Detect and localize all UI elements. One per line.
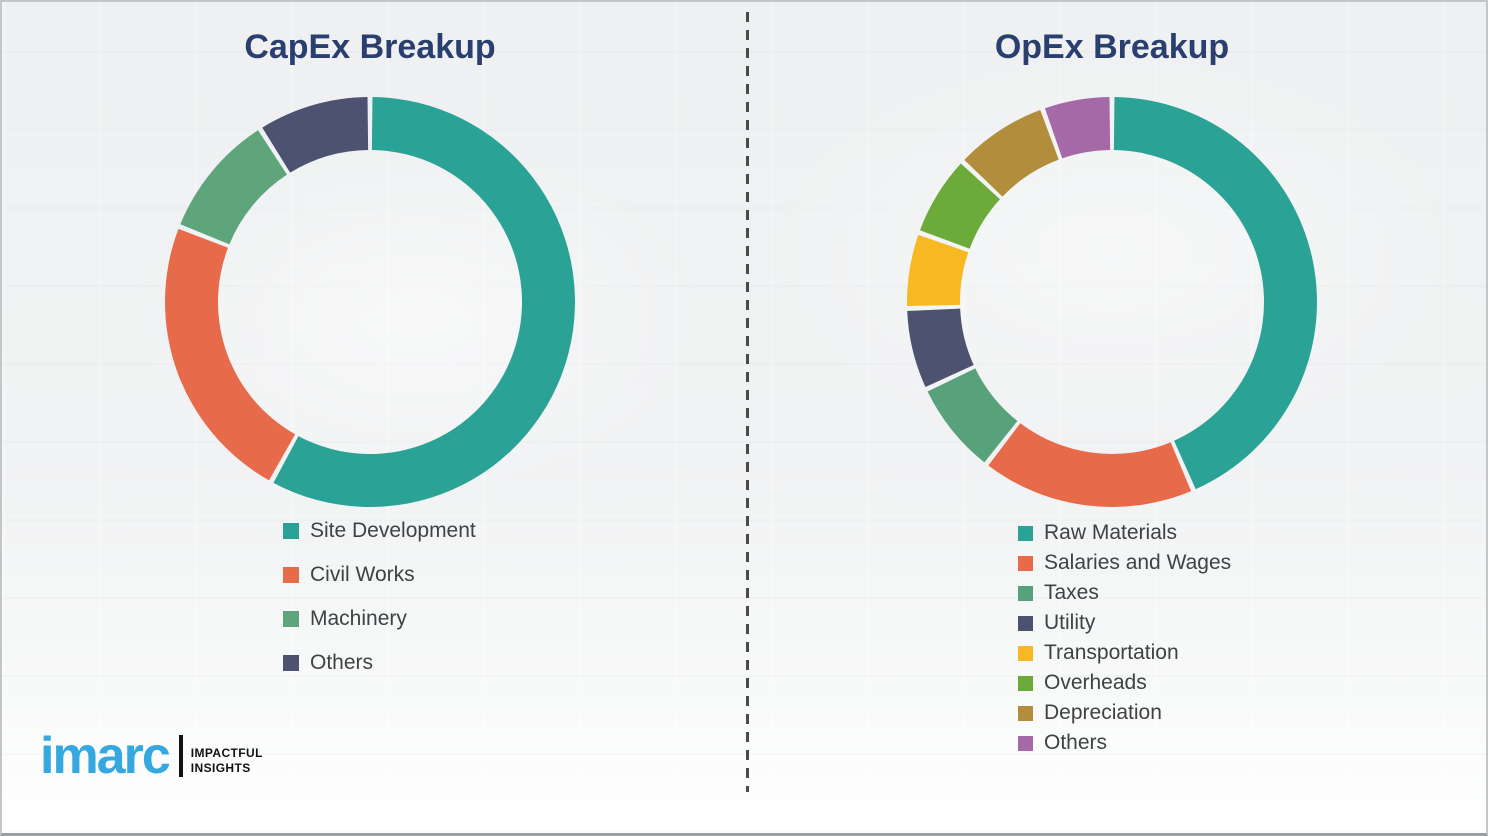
machinery-segment xyxy=(180,130,287,245)
logo-tagline: IMPACTFUL INSIGHTS xyxy=(191,746,263,780)
legend-item-salaries-and-wages: Salaries and Wages xyxy=(1018,548,1231,578)
raw-materials-segment xyxy=(1113,97,1317,490)
legend-label: Transportation xyxy=(1044,641,1179,664)
legend-item-taxes: Taxes xyxy=(1018,578,1231,608)
legend-item-civil-works: Civil Works xyxy=(283,553,476,597)
legend-label: Site Development xyxy=(310,519,476,542)
overheads-segment xyxy=(919,163,1000,249)
logo-tagline-line2: INSIGHTS xyxy=(190,761,251,775)
legend-swatch xyxy=(1018,675,1033,691)
legend-swatch xyxy=(1018,705,1033,721)
opex-donut-chart xyxy=(907,97,1317,507)
legend-label: Raw Materials xyxy=(1044,521,1178,544)
legend-item-others: Others xyxy=(283,641,476,685)
legend-item-utility: Utility xyxy=(1018,608,1231,638)
capex-legend: Site Development Civil Works Machinery Othe… xyxy=(283,509,476,685)
taxes-segment xyxy=(927,368,1018,463)
legend-item-site-development: Site Development xyxy=(283,509,476,553)
opex-legend: Raw Materials Salaries and Wages Taxes Util… xyxy=(1018,518,1231,758)
others-segment xyxy=(1044,97,1111,159)
capex-donut-chart xyxy=(165,97,575,508)
imarc-logo: imarc IMPACTFUL INSIGHTS xyxy=(40,727,263,786)
legend-swatch xyxy=(1018,585,1033,601)
legend-label: Others xyxy=(310,651,374,674)
legend-swatch xyxy=(1018,525,1033,541)
legend-label: Others xyxy=(1044,731,1108,754)
legend-item-transportation: Transportation xyxy=(1018,638,1231,668)
legend-swatch xyxy=(283,611,299,627)
legend-swatch xyxy=(283,567,299,583)
legend-swatch xyxy=(283,523,299,539)
legend-item-machinery: Machinery xyxy=(283,597,476,641)
legend-swatch xyxy=(1018,645,1033,661)
legend-label: Overheads xyxy=(1044,671,1147,694)
legend-swatch xyxy=(283,655,299,671)
others-segment xyxy=(262,97,369,173)
site-development-segment xyxy=(273,97,575,508)
legend-item-others: Others xyxy=(1018,728,1231,758)
legend-label: Utility xyxy=(1044,611,1096,634)
capex-chart-title: CapEx Breakup xyxy=(244,28,496,66)
legend-label: Taxes xyxy=(1044,581,1099,604)
logo-tagline-line1: IMPACTFUL xyxy=(190,746,263,760)
transportation-segment xyxy=(907,234,969,306)
legend-swatch xyxy=(1018,735,1033,751)
opex-chart-title: OpEx Breakup xyxy=(994,28,1230,66)
legend-item-raw-materials: Raw Materials xyxy=(1018,518,1231,548)
legend-label: Machinery xyxy=(310,607,407,630)
utility-segment xyxy=(907,308,974,388)
civil-works-segment xyxy=(165,228,296,481)
depreciation-segment xyxy=(964,109,1059,197)
legend-item-depreciation: Depreciation xyxy=(1018,698,1231,728)
legend-item-overheads: Overheads xyxy=(1018,668,1231,698)
legend-label: Depreciation xyxy=(1044,701,1162,724)
salaries-and-wages-segment xyxy=(988,423,1192,507)
logo-divider-bar xyxy=(178,735,183,777)
legend-swatch xyxy=(1018,555,1033,571)
legend-swatch xyxy=(1018,615,1033,631)
legend-label: Civil Works xyxy=(310,563,415,586)
legend-label: Salaries and Wages xyxy=(1044,551,1232,574)
imarc-logo-wordmark: imarc xyxy=(40,727,171,786)
center-dashed-divider xyxy=(746,12,749,792)
